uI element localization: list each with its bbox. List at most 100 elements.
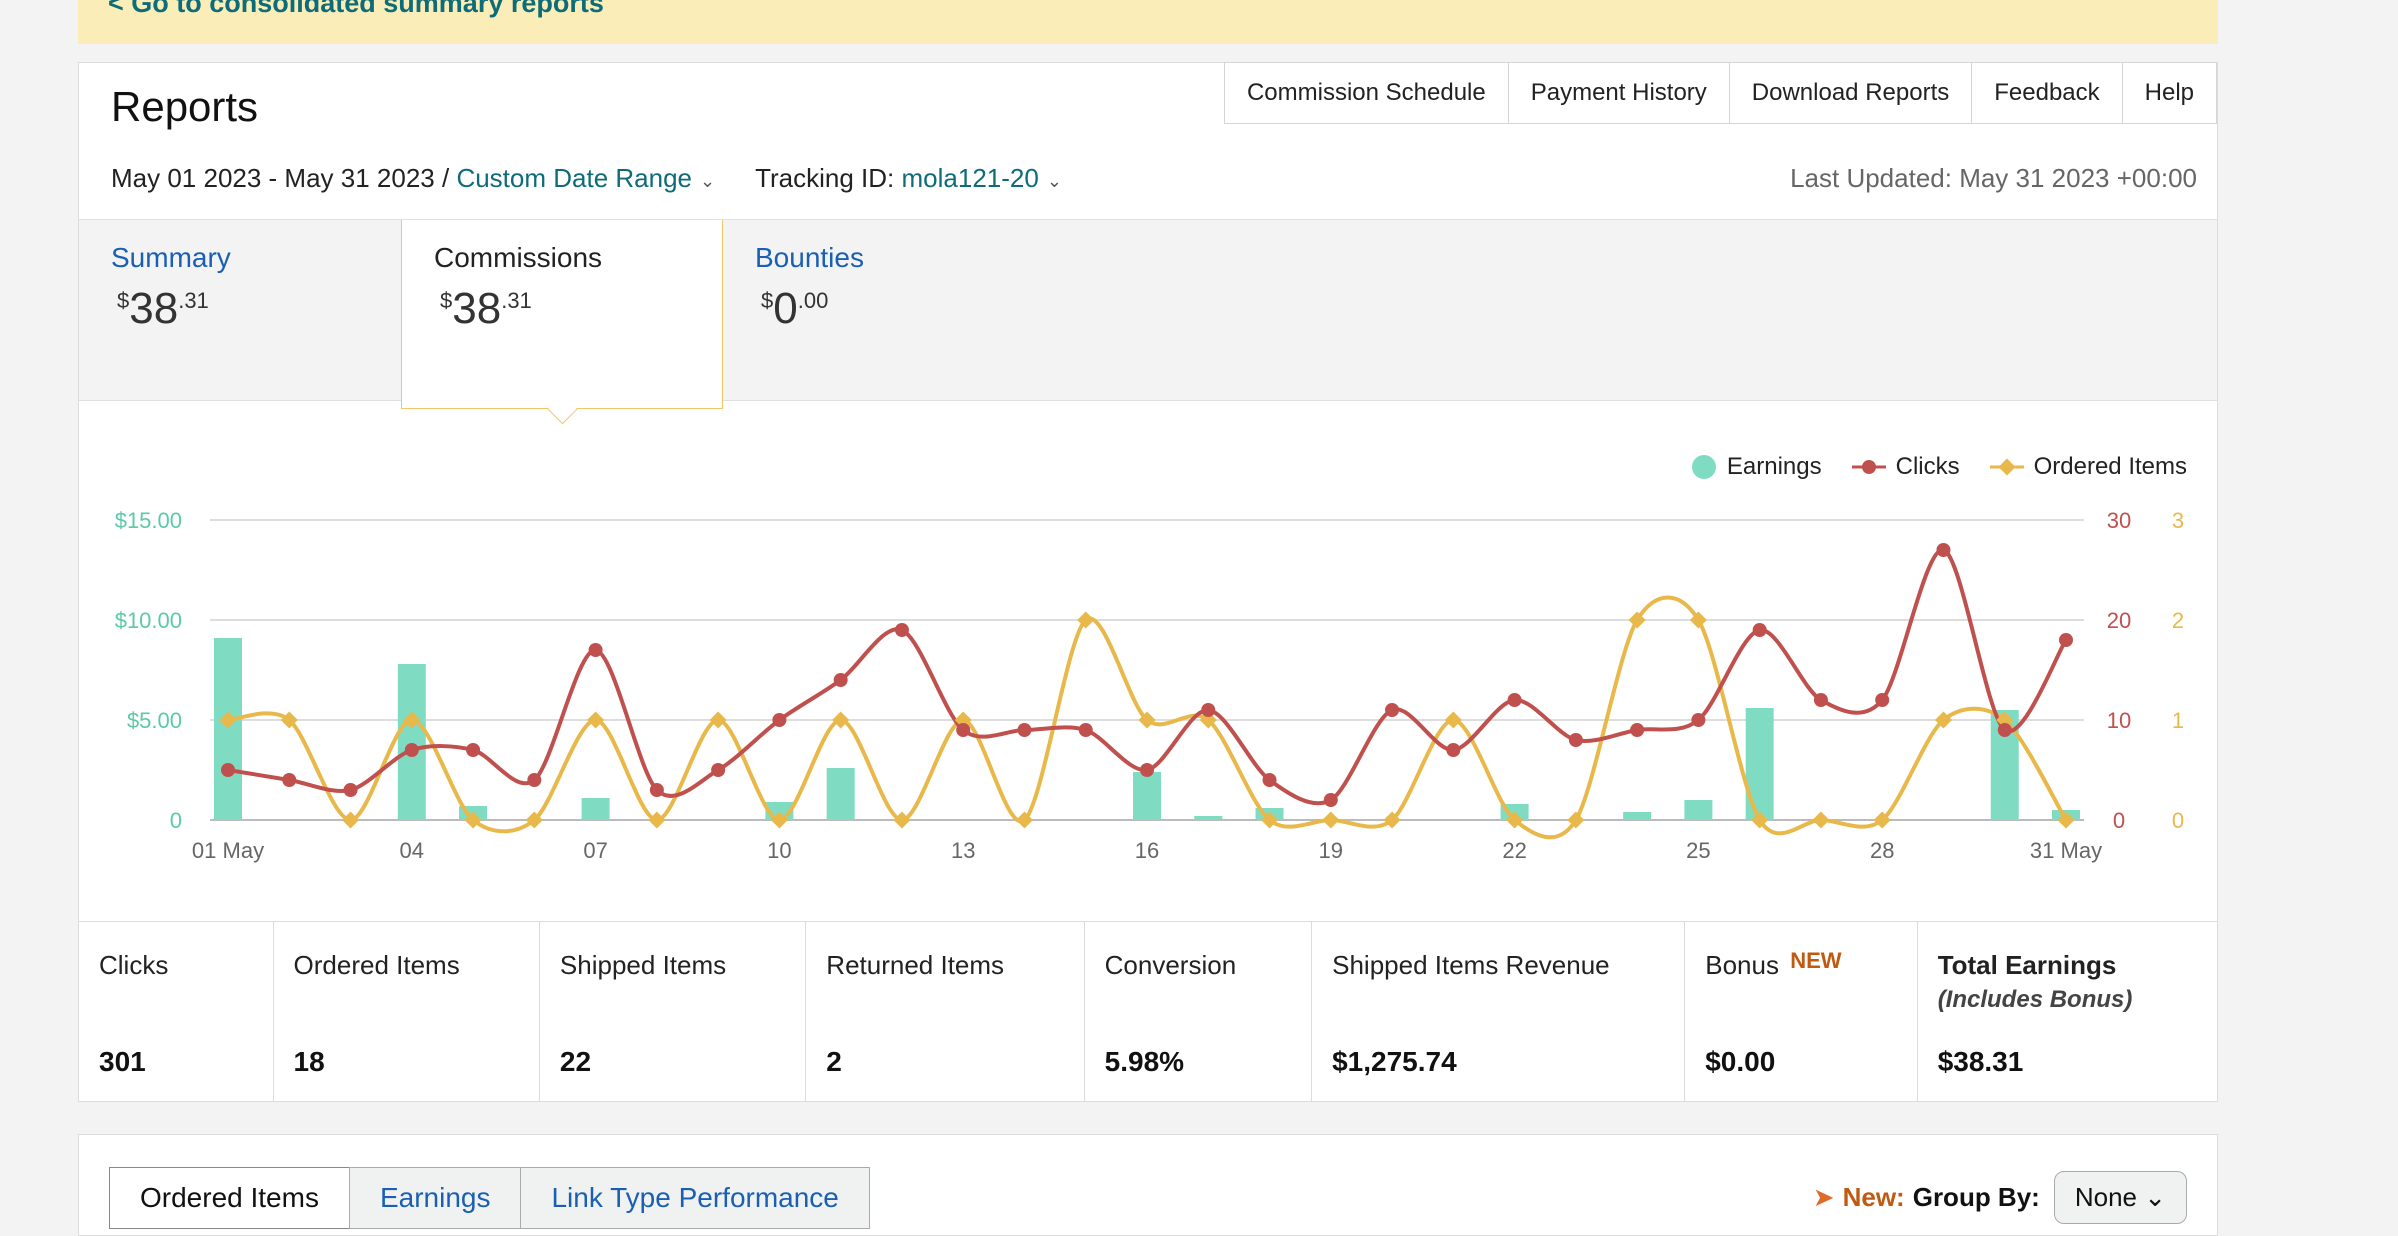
ordered-items-point bbox=[342, 811, 360, 829]
ordered-items-point bbox=[832, 711, 850, 729]
reports-card: Reports Commission Schedule Payment Hist… bbox=[78, 62, 2218, 1102]
y-ordered-tick: 1 bbox=[2172, 708, 2184, 733]
ordered-items-point bbox=[1689, 611, 1707, 629]
y-clicks-tick: 20 bbox=[2107, 608, 2131, 633]
tab-bounties[interactable]: Bounties $0.00 bbox=[723, 220, 1043, 398]
stat-shipped-revenue: Shipped Items Revenue $1,275.74 bbox=[1312, 922, 1686, 1102]
nav-commission-schedule[interactable]: Commission Schedule bbox=[1224, 63, 1509, 123]
last-updated: Last Updated: May 31 2023 +00:00 bbox=[1790, 163, 2197, 193]
earnings-bar bbox=[1133, 772, 1161, 820]
tab-bounties-amount: $0.00 bbox=[761, 284, 829, 333]
tab-summary[interactable]: Summary $38.31 bbox=[79, 220, 399, 398]
ordered-items-point bbox=[1996, 711, 2014, 729]
date-range-text: May 01 2023 - May 31 2023 / bbox=[111, 163, 450, 193]
x-tick-label: 28 bbox=[1870, 838, 1894, 863]
ordered-items-point bbox=[1812, 811, 1830, 829]
new-badge: NEW bbox=[1790, 948, 1842, 973]
ordered-items-point bbox=[1383, 811, 1401, 829]
stat-bonus: Bonus NEW $0.00 bbox=[1685, 922, 1918, 1102]
filters-row: May 01 2023 - May 31 2023 / Custom Date … bbox=[111, 163, 1062, 194]
date-mode-dropdown[interactable]: Custom Date Range bbox=[456, 163, 692, 193]
clicks-point bbox=[466, 743, 481, 757]
ordered-items-point bbox=[893, 811, 911, 829]
clicks-point bbox=[833, 673, 848, 687]
earnings-bar bbox=[581, 798, 610, 820]
stat-ordered-items: Ordered Items 18 bbox=[274, 922, 540, 1102]
x-tick-label: 31 May bbox=[2030, 838, 2102, 863]
ordered-items-point bbox=[770, 811, 788, 829]
tab-earnings[interactable]: Earnings bbox=[348, 1167, 522, 1229]
tab-bounties-label: Bounties bbox=[755, 242, 864, 273]
y-left-tick: $10.00 bbox=[115, 608, 182, 633]
nav-help[interactable]: Help bbox=[2122, 63, 2217, 123]
clicks-point bbox=[1385, 703, 1400, 717]
y-ordered-tick: 3 bbox=[2172, 508, 2184, 533]
earnings-bar bbox=[397, 664, 426, 820]
ordered-items-point bbox=[1261, 811, 1279, 829]
stat-returned-items: Returned Items 2 bbox=[806, 922, 1085, 1102]
ordered-items-point bbox=[1506, 811, 1524, 829]
tracking-id-dropdown[interactable]: mola121-20 bbox=[901, 163, 1039, 193]
ordered-items-point bbox=[403, 711, 421, 729]
tab-summary-amount: $38.31 bbox=[117, 284, 209, 333]
legend-ordered-items[interactable]: Ordered Items bbox=[1989, 453, 2187, 481]
y-clicks-tick: 10 bbox=[2107, 708, 2131, 733]
x-tick-label: 01 May bbox=[192, 838, 264, 863]
group-by-select[interactable]: None ⌄ bbox=[2053, 1171, 2187, 1224]
clicks-point bbox=[1201, 703, 1216, 717]
clicks-point bbox=[282, 773, 297, 787]
earnings-bar bbox=[214, 638, 242, 820]
ordered-items-point bbox=[1751, 811, 1769, 829]
x-tick-label: 10 bbox=[767, 838, 791, 863]
ordered-items-point bbox=[648, 811, 666, 829]
stat-clicks: Clicks 301 bbox=[79, 922, 274, 1102]
clicks-point bbox=[1017, 723, 1032, 737]
clicks-point bbox=[956, 723, 971, 737]
earnings-bar bbox=[1684, 800, 1713, 820]
clicks-point bbox=[1140, 763, 1154, 777]
earnings-legend-dot bbox=[1691, 455, 1716, 479]
clicks-line bbox=[227, 548, 2068, 806]
report-tabs: Summary $38.31 Commissions $38.31 Bounti… bbox=[79, 219, 2217, 409]
x-tick-label: 25 bbox=[1686, 838, 1710, 863]
legend-earnings[interactable]: Earnings bbox=[1691, 453, 1822, 481]
nav-feedback[interactable]: Feedback bbox=[1972, 63, 2123, 123]
ordered-items-point bbox=[1444, 711, 1462, 729]
earnings-bar bbox=[1623, 812, 1652, 820]
ordered-items-point bbox=[954, 711, 972, 729]
ordered-items-point bbox=[1567, 811, 1585, 829]
chevron-down-icon[interactable]: ⌄ bbox=[700, 171, 716, 191]
clicks-point bbox=[1997, 723, 2012, 737]
clicks-point bbox=[711, 763, 726, 777]
tab-link-type-performance[interactable]: Link Type Performance bbox=[520, 1167, 870, 1229]
stat-shipped-items: Shipped Items 22 bbox=[540, 922, 807, 1102]
clicks-point bbox=[1262, 773, 1277, 787]
clicks-point bbox=[1875, 693, 1890, 707]
ordered-items-point bbox=[1628, 611, 1646, 629]
tab-commissions[interactable]: Commissions $38.31 bbox=[401, 220, 723, 409]
y-left-tick: $5.00 bbox=[127, 708, 182, 733]
ordered-items-line bbox=[227, 595, 2068, 840]
ordered-items-point bbox=[709, 711, 727, 729]
clicks-point bbox=[343, 783, 358, 797]
earnings-bar bbox=[1745, 708, 1774, 820]
tab-commissions-amount: $38.31 bbox=[440, 284, 532, 333]
chart-legend: Earnings Clicks Ordered Items bbox=[1691, 453, 2187, 481]
clicks-point bbox=[894, 623, 909, 637]
clicks-point bbox=[1691, 713, 1706, 727]
ordered-legend-marker bbox=[1989, 458, 2024, 476]
clicks-point bbox=[1936, 543, 1951, 557]
clicks-point bbox=[221, 763, 235, 777]
tab-ordered-items[interactable]: Ordered Items bbox=[109, 1167, 350, 1229]
nav-download-reports[interactable]: Download Reports bbox=[1729, 63, 1973, 123]
chevron-down-icon[interactable]: ⌄ bbox=[1046, 171, 1062, 191]
top-nav: Commission Schedule Payment History Down… bbox=[1223, 62, 2217, 124]
clicks-point bbox=[1078, 723, 1093, 737]
clicks-point bbox=[1446, 743, 1461, 757]
legend-clicks[interactable]: Clicks bbox=[1851, 453, 1960, 481]
consolidated-link[interactable]: < Go to consolidated summary reports bbox=[108, 0, 604, 18]
nav-payment-history[interactable]: Payment History bbox=[1508, 63, 1730, 123]
stats-row: Clicks 301 Ordered Items 18 Shipped Items 2… bbox=[79, 921, 2217, 1102]
ordered-items-point bbox=[280, 711, 298, 729]
